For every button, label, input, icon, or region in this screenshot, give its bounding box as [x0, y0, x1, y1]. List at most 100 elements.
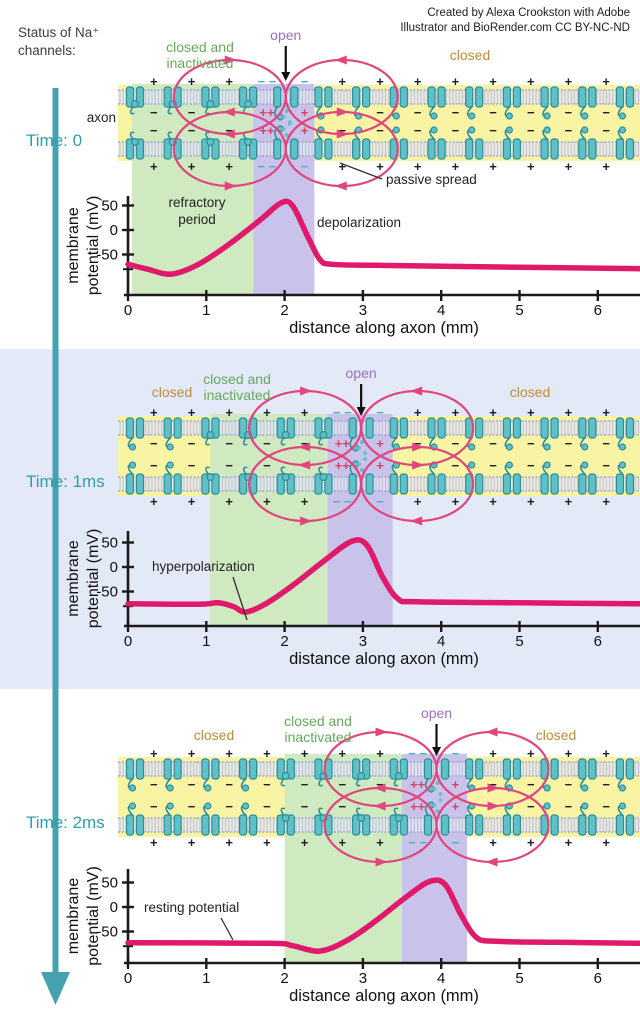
current-direction-arrowhead: [485, 857, 498, 867]
na-channel-inactivated: [314, 417, 333, 446]
na-channel-closed: [125, 802, 145, 836]
charge-symbol: +: [150, 159, 158, 174]
sodium-ion: [363, 457, 367, 461]
na-channel-closed: [615, 126, 635, 160]
y-tick-label: -50: [96, 247, 118, 264]
na-channel-closed: [465, 417, 484, 451]
charge-symbol: +: [225, 74, 233, 89]
charge-symbol: +: [602, 405, 610, 420]
charge-symbol: −: [225, 458, 233, 473]
x-tick-label: 3: [359, 633, 367, 650]
na-channel-closed: [502, 126, 522, 160]
label-closed-and-inactivated: closed and: [284, 713, 352, 729]
na-channel-closed: [615, 417, 635, 451]
charge-symbol: +: [452, 159, 460, 174]
panel-time-1ms: +−−++−−++−−++−−++−−+− −++++− −−++−+−−++−…: [65, 365, 640, 668]
charge-symbol: +: [188, 159, 196, 174]
charge-symbol: +: [452, 494, 460, 509]
charge-symbol: +: [376, 458, 384, 473]
charge-symbol: − −: [408, 746, 427, 761]
membrane-potential-graph: 50 0 -50 0 1 2 3 4 5 6 distance along axon (mm) mem…: [65, 866, 640, 1005]
sodium-ion: [284, 109, 289, 113]
na-channel-inactivated: [352, 758, 371, 787]
label-closed-and-inactivated: closed and: [203, 371, 271, 387]
charge-symbol: +: [602, 74, 610, 89]
charge-symbol: −: [489, 123, 497, 138]
time-label-0: Time: 0: [26, 131, 83, 150]
sodium-ion: [360, 468, 365, 472]
na-channel-inactivated: [201, 466, 220, 495]
charge-symbol: +: [301, 746, 309, 761]
charge-symbol: ++: [410, 777, 426, 792]
charge-symbol: −: [527, 105, 535, 120]
na-channel-closed: [163, 417, 182, 451]
label-closed-left: closed: [152, 384, 192, 400]
refractory-zone: [131, 84, 254, 295]
current-direction-arrowhead: [336, 129, 349, 139]
current-direction-arrowhead: [412, 442, 425, 452]
open-channel-arrowhead: [281, 72, 291, 81]
charge-symbol: +: [565, 835, 573, 850]
charge-symbol: ++: [410, 799, 426, 814]
charge-symbol: −: [301, 777, 309, 792]
charge-symbol: +: [602, 159, 610, 174]
na-channel-closed: [502, 417, 522, 451]
charge-symbol: −: [150, 799, 158, 814]
charge-symbol: −: [376, 405, 384, 420]
charge-symbol: − −: [333, 405, 352, 420]
na-channel-closed: [540, 417, 559, 451]
na-channel-inactivated: [238, 131, 258, 160]
na-channel-inactivated: [276, 417, 295, 446]
charge-symbol: +: [527, 74, 535, 89]
y-tick-label: -50: [96, 924, 118, 941]
annotation-refractory-line2: period: [178, 212, 216, 227]
charge-symbol: +: [150, 405, 158, 420]
charge-symbol: −: [565, 123, 573, 138]
charge-symbol: ++: [335, 458, 351, 473]
x-axis-title: distance along axon (mm): [289, 987, 479, 1005]
na-channel-closed: [578, 461, 597, 495]
charge-symbol: −: [301, 799, 309, 814]
charge-symbol: −: [489, 105, 497, 120]
charge-symbol: +: [489, 746, 497, 761]
label-closed-left: closed: [194, 727, 234, 743]
y-axis-title: membrane: [65, 207, 82, 284]
membrane-potential-curve: [125, 877, 640, 954]
charge-symbol: −: [188, 105, 196, 120]
na-channel-closed: [427, 86, 446, 120]
label-closed-right: closed: [510, 384, 550, 400]
charge-symbol: −: [225, 799, 233, 814]
attribution-line2: Illustrator and BioRender.com CC BY-NC-N…: [400, 21, 630, 34]
charge-symbol: −: [602, 123, 610, 138]
status-of-na-channels-label: Status of Na⁺ channels:: [18, 24, 99, 60]
charge-symbol: − −: [333, 494, 352, 509]
axon-label: axon: [87, 110, 116, 125]
charge-symbol: −: [414, 436, 422, 451]
na-channel-closed: [427, 461, 446, 495]
charge-symbol: − −: [408, 835, 427, 850]
x-tick-label: 6: [594, 302, 602, 319]
charge-symbol: +: [188, 74, 196, 89]
na-channel-closed: [502, 802, 522, 836]
charge-symbol: +: [376, 835, 384, 850]
na-channel-inactivated: [276, 466, 295, 495]
na-channel-open: [273, 86, 299, 124]
charge-symbol: +: [376, 159, 384, 174]
membrane-potential-curve: [125, 537, 640, 615]
membrane-strip: [118, 142, 640, 156]
charge-symbol: +: [338, 74, 346, 89]
na-channel-closed: [125, 417, 145, 451]
charge-symbol: −: [602, 105, 610, 120]
current-direction-arrowhead: [300, 516, 313, 526]
charge-symbol: −: [301, 74, 309, 89]
panel-time-0: +−−++−−++−−+− −++++− −−++−+−−++−−++−−++−…: [65, 27, 640, 337]
charge-symbol: +: [188, 835, 196, 850]
na-channel-closed: [163, 758, 182, 792]
annotation-hyperpolarization: hyperpolarization: [152, 559, 255, 574]
label-closed-and-inactivated: inactivated: [167, 55, 234, 71]
charge-symbol: +: [602, 746, 610, 761]
charge-symbol: −: [338, 799, 346, 814]
label-open: open: [421, 705, 452, 721]
charge-symbol: −: [376, 777, 384, 792]
charge-symbol: +: [452, 777, 460, 792]
